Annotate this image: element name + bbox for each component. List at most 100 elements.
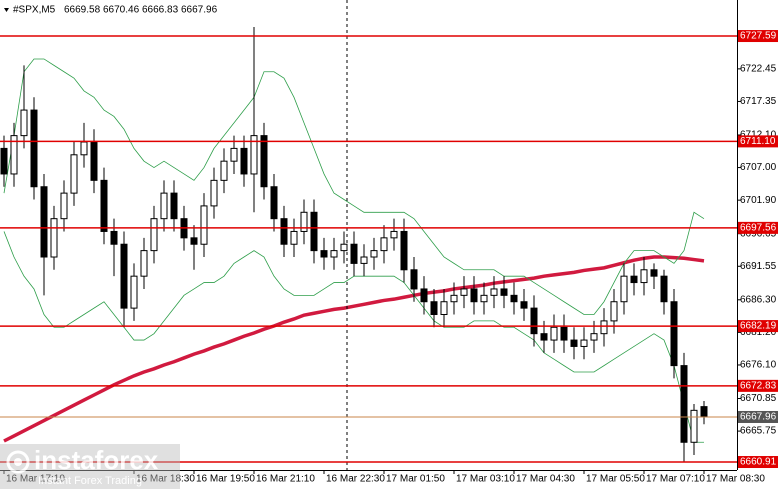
candle-body	[270, 186, 278, 220]
level-label: 6697.56	[740, 223, 777, 234]
header-open: 6669.58	[64, 5, 101, 16]
candle-body	[60, 192, 68, 220]
level-label: 6711.10	[740, 136, 776, 147]
overlay: 6727.59 6711.10 6697.56 6682.19 6672.83 6660.…	[0, 30, 778, 469]
indicator-line	[3, 231, 704, 443]
candle-body	[20, 109, 28, 137]
x-tick-label: 17 Mar 05:50	[586, 474, 645, 485]
candle-body	[360, 256, 368, 264]
watermark-logo-dot	[14, 458, 22, 466]
candle-body	[640, 269, 648, 284]
candle-body	[570, 339, 578, 347]
watermark-bg	[0, 444, 180, 489]
candle-body	[310, 211, 318, 252]
watermark-brand: instaforex	[34, 445, 159, 475]
candle-body	[540, 333, 548, 341]
candle-body	[280, 218, 288, 245]
candle-body	[320, 250, 328, 258]
candle-body	[690, 409, 698, 443]
plot-area: 6722.456717.356712.106707.006701.906696.…	[0, 27, 777, 485]
candle-body	[350, 243, 358, 264]
candle-body	[140, 250, 148, 277]
candle-body	[520, 301, 528, 309]
candle-body	[530, 307, 538, 335]
current-price-bg	[738, 410, 778, 423]
candle-body	[370, 250, 378, 258]
candle-body	[390, 230, 398, 239]
candle-body	[440, 301, 448, 316]
candle-body	[130, 275, 138, 309]
candle-body	[150, 218, 158, 252]
candle-body	[250, 135, 258, 175]
candle-body	[80, 141, 88, 156]
x-tick-label: 16 Mar 17:10	[6, 474, 65, 485]
watermark: instaforex Instant Forex Trading	[0, 444, 180, 489]
candle-body	[340, 243, 348, 252]
candle-body	[290, 230, 298, 245]
level-label-bg	[738, 221, 778, 234]
candle-body	[10, 135, 18, 175]
x-tick-label: 16 Mar 18:30	[136, 474, 195, 485]
candle-body	[120, 243, 128, 309]
y-tick-label: 6686.30	[740, 294, 777, 305]
candle-body	[470, 288, 478, 303]
header-low: 6666.83	[142, 5, 179, 16]
candle-body	[70, 154, 78, 194]
candle-body	[580, 339, 588, 347]
candle-body	[670, 301, 678, 367]
candle-body	[100, 179, 108, 232]
candle-body	[610, 301, 618, 322]
level-label-bg	[738, 30, 778, 43]
level-label: 6660.91	[740, 457, 777, 468]
candle-body	[650, 269, 658, 277]
candle-body	[40, 186, 48, 258]
candle-body	[660, 275, 668, 303]
candle-body	[230, 147, 238, 162]
candle-body	[260, 135, 268, 188]
y-tick-label: 6691.55	[740, 261, 777, 272]
level-label-bg	[738, 135, 778, 148]
candle-body	[0, 147, 8, 175]
level-label: 6682.19	[740, 321, 777, 332]
candle-body	[400, 230, 408, 271]
indicator-line	[3, 255, 705, 443]
current-price-label: 6667.96	[740, 412, 777, 423]
y-tick-label: 6701.90	[740, 195, 777, 206]
candle-body	[460, 288, 468, 296]
x-tick-label: 17 Mar 08:30	[706, 474, 765, 485]
header: #SPX,M5 6669.58 6670.46 6666.83 6667.96	[4, 5, 218, 16]
watermark-logo	[6, 450, 30, 474]
header-close: 6667.96	[181, 5, 218, 16]
candle-body	[450, 294, 458, 303]
candle-body	[300, 211, 308, 232]
level-label-bg	[738, 320, 778, 333]
candle-body	[510, 294, 518, 303]
x-tick-label: 16 Mar 22:30	[326, 474, 385, 485]
candle-body	[50, 218, 58, 258]
header-icon	[4, 8, 9, 12]
candle-body	[630, 275, 638, 284]
y-tick-label: 6707.00	[740, 162, 777, 173]
candle-body	[380, 237, 388, 252]
x-tick-label: 17 Mar 03:10	[456, 474, 515, 485]
candle-body	[680, 365, 688, 443]
candle-body	[110, 230, 118, 245]
candle-body	[170, 192, 178, 220]
candle-body	[200, 205, 208, 245]
level-label: 6727.59	[740, 31, 777, 42]
watermark-tagline: Instant Forex Trading	[38, 475, 142, 487]
candle-body	[330, 250, 338, 258]
level-label-bg	[738, 456, 778, 469]
level-label-bg	[738, 379, 778, 392]
x-tick-label: 17 Mar 07:10	[646, 474, 705, 485]
candle-body	[700, 406, 708, 418]
indicator-line	[3, 58, 705, 315]
candle-body	[220, 160, 228, 181]
candle-body	[210, 179, 218, 207]
y-tick-label: 6670.85	[740, 393, 777, 404]
candle-body	[430, 301, 438, 316]
x-tick-label: 16 Mar 21:10	[256, 474, 315, 485]
candle-body	[560, 326, 568, 341]
candle-body	[600, 320, 608, 335]
